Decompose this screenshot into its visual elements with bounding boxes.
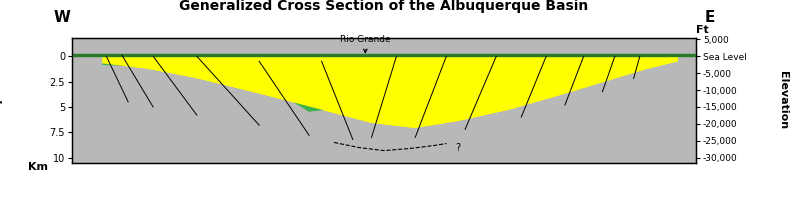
Polygon shape [122,63,328,97]
Text: E: E [704,10,714,25]
Polygon shape [103,56,678,127]
Polygon shape [103,56,678,127]
Polygon shape [122,63,322,95]
Text: Rio Grande: Rio Grande [340,35,390,53]
Polygon shape [428,56,678,119]
Polygon shape [103,63,346,111]
Text: W: W [54,10,70,25]
Polygon shape [440,56,665,115]
Text: ?: ? [456,142,461,153]
Polygon shape [72,54,696,56]
Polygon shape [446,56,665,112]
Polygon shape [72,56,147,68]
Text: Elevation: Elevation [778,71,788,129]
Polygon shape [621,56,696,64]
Text: Depth: Depth [0,81,2,119]
Title: Generalized Cross Section of the Albuquerque Basin: Generalized Cross Section of the Albuque… [179,0,589,13]
Text: Ft: Ft [696,25,709,35]
Text: Km: Km [28,162,48,172]
Polygon shape [72,60,696,163]
